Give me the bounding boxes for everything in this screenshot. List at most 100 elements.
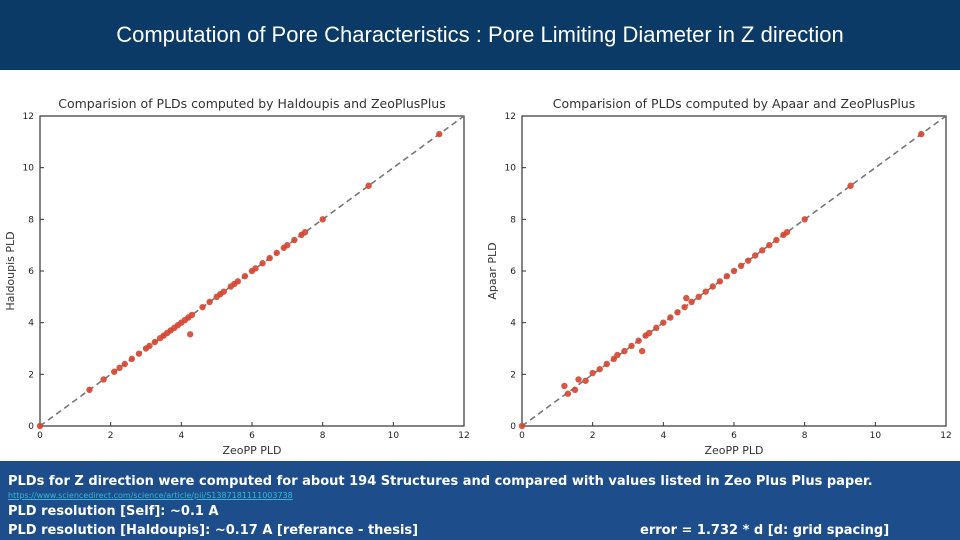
data-point: [100, 376, 107, 383]
data-point: [603, 360, 610, 368]
data-point: [234, 278, 242, 285]
x-tick-label: 4: [178, 431, 184, 441]
data-point: [709, 283, 716, 290]
data-point: [266, 254, 273, 262]
data-point: [128, 355, 136, 363]
x-tick-label: 2: [590, 431, 596, 441]
data-point: [86, 386, 93, 394]
data-point: [730, 267, 738, 275]
x-tick-label: 10: [388, 431, 400, 441]
x-axis-label: ZeoPP PLD: [704, 444, 763, 457]
data-point: [716, 278, 724, 285]
data-point: [284, 241, 291, 249]
data-point: [146, 342, 153, 350]
chart-haldoupis-panel: Comparision of PLDs computed by Haldoupi…: [0, 92, 470, 460]
data-point: [188, 311, 196, 319]
data-point: [116, 364, 123, 372]
y-tick-label: 2: [28, 370, 34, 380]
data-point: [702, 288, 709, 295]
data-point: [783, 229, 791, 236]
data-point: [695, 293, 702, 301]
data-point: [744, 257, 752, 264]
y-tick-label: 12: [23, 112, 34, 122]
y-tick-label: 10: [23, 164, 35, 174]
data-point: [36, 422, 44, 430]
notes-summary: PLDs for Z direction were computed for a…: [8, 474, 873, 489]
data-point: [111, 368, 118, 375]
x-tick-label: 12: [940, 431, 951, 441]
y-tick-label: 0: [28, 422, 34, 432]
x-axis-label: ZeoPP PLD: [222, 444, 281, 457]
data-point: [674, 309, 681, 316]
data-point: [653, 324, 660, 332]
x-tick-label: 8: [802, 431, 808, 441]
data-point: [241, 272, 249, 280]
data-point: [206, 298, 213, 306]
data-point: [571, 386, 579, 394]
data-point: [186, 331, 194, 338]
chart-apaar-panel: Comparision of PLDs computed by Apaar an…: [482, 92, 952, 460]
x-tick-label: 8: [320, 431, 326, 441]
data-point: [614, 351, 621, 359]
data-point: [199, 303, 206, 311]
data-point: [259, 260, 266, 267]
slide-header: Computation of Pore Characteristics : Po…: [0, 0, 960, 70]
data-point: [918, 130, 925, 138]
x-tick-label: 4: [660, 431, 666, 441]
data-point: [436, 130, 443, 138]
x-tick-label: 0: [519, 431, 525, 441]
data-point: [301, 229, 309, 236]
chart-title: Comparision of PLDs computed by Apaar an…: [553, 96, 915, 111]
data-point: [628, 342, 635, 350]
data-point: [752, 252, 759, 259]
data-point: [273, 249, 280, 257]
x-tick-label: 0: [37, 431, 43, 441]
x-tick-label: 10: [870, 431, 882, 441]
y-tick-label: 6: [28, 267, 34, 277]
data-point: [564, 390, 572, 397]
data-point: [723, 272, 731, 280]
notes-box: PLDs for Z direction were computed for a…: [0, 461, 960, 540]
data-point: [847, 182, 854, 189]
chart-title: Comparision of PLDs computed by Haldoupi…: [58, 96, 446, 111]
y-tick-label: 10: [505, 164, 517, 174]
y-tick-label: 4: [510, 319, 516, 329]
data-point: [737, 262, 745, 270]
x-tick-label: 12: [458, 431, 469, 441]
data-point: [688, 298, 695, 306]
data-point: [575, 376, 582, 383]
data-point: [766, 241, 773, 249]
data-point: [121, 360, 128, 368]
pld-resolution-haldoupis: PLD resolution [Haldoupis]: ~0.17 A [ref…: [8, 523, 419, 538]
data-point: [759, 247, 766, 254]
data-point: [365, 182, 372, 189]
data-point: [596, 365, 603, 373]
y-tick-label: 0: [510, 422, 516, 432]
y-axis-label: Apaar PLD: [486, 242, 499, 299]
data-point: [518, 422, 526, 430]
error-formula: error = 1.732 * d [d: grid spacing]: [640, 523, 890, 538]
data-point: [151, 338, 159, 346]
data-point: [773, 236, 780, 244]
y-tick-label: 6: [510, 267, 516, 277]
y-tick-label: 8: [28, 215, 34, 225]
data-point: [621, 347, 628, 355]
slide-title: Computation of Pore Characteristics : Po…: [116, 22, 844, 47]
data-point: [319, 216, 326, 223]
data-point: [582, 377, 589, 384]
reference-link[interactable]: https://www.sciencedirect.com/science/ar…: [8, 491, 293, 500]
chart-haldoupis: Comparision of PLDs computed by Haldoupi…: [4, 96, 470, 457]
pld-resolution-self: PLD resolution [Self]: ~0.1 A: [8, 504, 219, 519]
data-point: [638, 347, 646, 355]
data-point: [291, 236, 298, 244]
x-tick-label: 6: [731, 431, 737, 441]
data-point: [220, 288, 227, 295]
chart-apaar: Comparision of PLDs computed by Apaar an…: [486, 96, 952, 457]
data-point: [646, 329, 653, 337]
data-point: [135, 350, 143, 357]
data-point: [801, 216, 808, 223]
y-tick-label: 4: [28, 319, 34, 329]
data-point: [683, 294, 690, 302]
data-point: [667, 314, 674, 321]
x-tick-label: 6: [249, 431, 255, 441]
